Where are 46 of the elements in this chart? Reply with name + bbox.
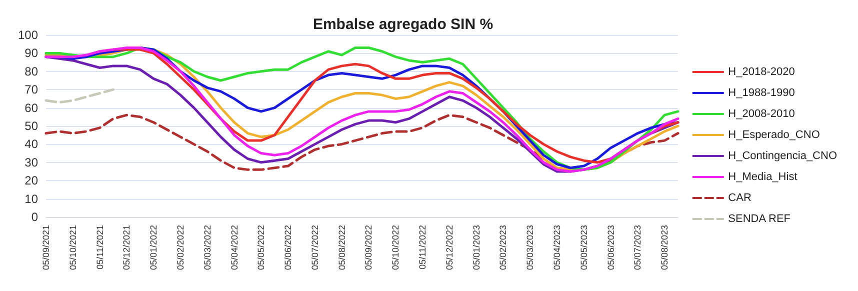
x-tick-label: 05/02/2023 (498, 225, 508, 270)
legend-label: H_2008-2010 (728, 108, 795, 120)
legend-label: H_2018-2020 (728, 66, 795, 78)
x-tick-label: 05/09/2021 (41, 225, 51, 270)
x-tick-label: 05/05/2022 (256, 225, 266, 270)
y-tick-label: 50 (24, 119, 38, 133)
x-tick-label: 05/01/2023 (471, 225, 482, 270)
legend-label: H_1988-1990 (728, 87, 795, 99)
x-tick-label: 05/05/2023 (578, 225, 589, 270)
y-tick-label: 80 (24, 64, 38, 78)
legend-label: SENDA REF (728, 213, 791, 225)
y-tick-label: 40 (24, 137, 38, 152)
x-tick-label: 05/08/2022 (336, 225, 347, 270)
x-tick-label: 05/02/2022 (175, 225, 186, 270)
x-tick-label: 05/07/2023 (632, 225, 643, 270)
y-tick-label: 0 (31, 210, 38, 224)
legend-label: H_Esperado_CNO (728, 129, 820, 141)
x-tick-label: 05/03/2023 (525, 225, 536, 270)
line-series (44, 114, 680, 171)
y-tick-label: 20 (24, 174, 38, 188)
y-tick-label: 30 (24, 155, 38, 170)
x-tick-label: 05/12/2021 (122, 225, 132, 270)
y-tick-label: 60 (24, 100, 38, 115)
y-tick-label: 70 (24, 82, 38, 97)
x-tick-label: 05/04/2022 (229, 225, 240, 270)
line-series (44, 88, 114, 104)
x-tick-label: 05/11/2021 (94, 225, 105, 270)
y-tick-label: 10 (24, 192, 38, 206)
x-tick-label: 05/04/2023 (552, 225, 562, 270)
x-tick-label: 05/11/2022 (418, 225, 428, 270)
x-tick-label: 05/01/2022 (148, 225, 159, 270)
chart-title: Embalse agregado SIN % (312, 16, 494, 33)
x-tick-label: 05/06/2022 (283, 225, 294, 270)
legend-label: CAR (728, 192, 752, 204)
x-tick-label: 05/06/2023 (606, 225, 616, 270)
x-tick-label: 05/09/2022 (364, 225, 374, 270)
y-tick-label: 100 (18, 28, 38, 42)
legend-label: H_Contingencia_CNO (728, 150, 838, 162)
y-tick-label: 90 (24, 46, 38, 60)
x-tick-label: 05/10/2021 (68, 225, 78, 270)
x-tick-label: 05/07/2022 (310, 225, 320, 270)
x-tick-label: 05/12/2022 (444, 225, 454, 270)
legend-label: H_Media_Hist (728, 171, 798, 183)
x-tick-label: 05/03/2022 (202, 225, 212, 270)
x-tick-label: 05/10/2022 (390, 225, 401, 270)
x-tick-label: 05/08/2023 (660, 225, 670, 270)
